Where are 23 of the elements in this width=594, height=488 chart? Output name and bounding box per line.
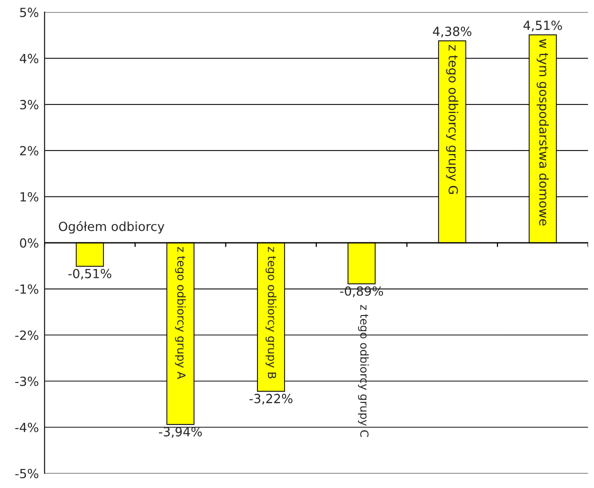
y-tick-label: 0%: [20, 238, 38, 248]
data-label: -3,22%: [250, 394, 292, 405]
y-tick-label: 4%: [20, 54, 38, 64]
y-tick-label: -1%: [15, 284, 38, 294]
x-tick-label: Ogółem odbiorcy: [58, 220, 164, 234]
y-tick-label: 5%: [20, 8, 38, 18]
y-tick-label: -4%: [15, 422, 38, 432]
data-label: -3,94%: [158, 427, 202, 438]
data-label: 4,38%: [432, 26, 472, 38]
data-label: -0,51%: [68, 268, 112, 280]
data-label: 4,51%: [524, 20, 562, 32]
data-label: -0,89%: [340, 286, 384, 298]
x-tick-label: w tym gospodarstwa domowe: [536, 39, 549, 226]
y-tick-label: 3%: [20, 100, 38, 110]
x-tick-label: z tego odbiorcy grupy B: [266, 246, 276, 378]
x-tick-label: z tego odbiorcy grupy A: [175, 246, 186, 380]
y-tick-label: -2%: [15, 330, 38, 340]
y-tick-label: 1%: [20, 192, 38, 202]
x-tick-label: z tego odbiorcy grupy G: [446, 45, 458, 194]
y-tick-label: -3%: [15, 376, 38, 386]
y-tick-label: -5%: [15, 468, 38, 478]
y-tick-label: 2%: [20, 146, 38, 156]
x-tick-label: z tego odbiorcy grupy C: [358, 305, 369, 437]
